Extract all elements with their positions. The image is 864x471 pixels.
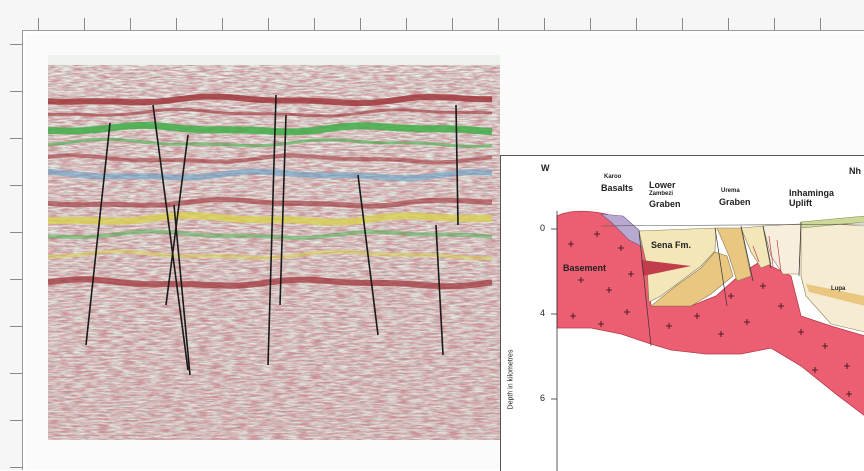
fault-line [435, 224, 444, 356]
basement-cross [718, 331, 724, 337]
ruler-tick [728, 18, 729, 30]
ruler-tick [498, 18, 499, 30]
depth-tick-4: 4 [540, 308, 546, 318]
ruler-tick [10, 232, 22, 233]
ruler-tick [10, 279, 22, 280]
basement-cross [624, 309, 630, 315]
seismic-horizon [48, 211, 493, 226]
basement-cross [694, 313, 700, 319]
ruler-tick [636, 18, 637, 30]
seismic-horizon [48, 93, 493, 107]
ruler-tick [10, 420, 22, 421]
ruler-tick [10, 185, 22, 186]
basement-cross [844, 363, 850, 369]
seismic-horizon [48, 137, 493, 148]
ruler-tick [360, 18, 361, 30]
label-sena: Sena Fm. [651, 240, 692, 250]
geologic-cross-section-inset: W Nh Karoo Basalts Lower Zambezi Graben … [500, 155, 864, 471]
ruler-tick [10, 91, 22, 92]
label-inhaminga: Inhaminga [789, 188, 835, 198]
label-fragment: Lupa [831, 286, 846, 292]
label-lower: Lower [649, 180, 676, 190]
basement-cross [568, 241, 574, 247]
basement-cross [778, 303, 784, 309]
basement-cross [578, 277, 584, 283]
cross-section-drawing [551, 210, 864, 471]
seismic-section [48, 55, 500, 440]
ruler-tick [590, 18, 591, 30]
basement-cross [812, 367, 818, 373]
label-urema: Urema [721, 188, 740, 194]
ruler-tick [544, 18, 545, 30]
seismic-horizon [48, 229, 493, 240]
fault-line [267, 94, 277, 366]
basement-cross [594, 231, 600, 237]
seismic-horizon [48, 121, 493, 136]
ruler-tick [406, 18, 407, 30]
seismic-horizon [48, 196, 493, 209]
seismic-horizon [48, 168, 493, 182]
label-karoo: Karoo [604, 174, 622, 180]
basement-cross [570, 313, 576, 319]
ruler-tick [176, 18, 177, 30]
depth-tick-0: 0 [540, 223, 546, 233]
fault-lines [85, 94, 459, 376]
seismic-horizon [48, 249, 493, 261]
basement-cross [666, 323, 672, 329]
label-lower-graben: Graben [649, 199, 681, 209]
fault-line [279, 114, 287, 306]
ruler-tick [10, 44, 22, 45]
ruler-tick [314, 18, 315, 30]
label-urema-graben: Graben [719, 197, 751, 207]
basement-cross [728, 293, 734, 299]
fault-line [357, 174, 379, 336]
basement-crosses [568, 231, 852, 397]
label-zambezi: Zambezi [649, 191, 674, 197]
ruler-tick [10, 373, 22, 374]
ruler-tick [222, 18, 223, 30]
fault-line [173, 204, 191, 376]
ruler-tick [130, 18, 131, 30]
label-basalts: Basalts [601, 183, 634, 193]
depth-axis-title: Depth in kilometres [507, 349, 515, 410]
seismic-horizon [48, 153, 493, 165]
fault-line [165, 134, 189, 306]
top-ruler [0, 0, 864, 31]
basement-cross [760, 283, 766, 289]
left-ruler [0, 30, 23, 470]
basement-cross [822, 343, 828, 349]
fault-line [85, 122, 111, 346]
fault-line [455, 104, 459, 226]
ruler-tick [10, 326, 22, 327]
basement-cross [846, 391, 852, 397]
label-uplift: Uplift [789, 198, 812, 208]
graben-sediments [650, 251, 734, 307]
ruler-tick [10, 467, 22, 468]
direction-label: W [541, 163, 550, 173]
ruler-tick [682, 18, 683, 30]
ruler-tick [84, 18, 85, 30]
truncated-label: Nh [849, 166, 861, 176]
label-basement: Basement [563, 263, 607, 273]
seismic-horizon [48, 276, 493, 290]
ruler-tick [452, 18, 453, 30]
basement-cross [628, 271, 634, 277]
basement-cross [618, 245, 624, 251]
seismic-horizons [48, 93, 493, 290]
ruler-tick [38, 18, 39, 30]
ruler-tick [268, 18, 269, 30]
seismic-horizon [48, 107, 493, 118]
ruler-tick [820, 18, 821, 30]
ruler-tick [774, 18, 775, 30]
basement-cross [744, 319, 750, 325]
basement-cross [606, 287, 612, 293]
basement-cross [598, 321, 604, 327]
depth-tick-6: 6 [540, 393, 546, 403]
fault-line [152, 104, 189, 371]
ruler-tick [10, 138, 22, 139]
basement-cross [798, 329, 804, 335]
